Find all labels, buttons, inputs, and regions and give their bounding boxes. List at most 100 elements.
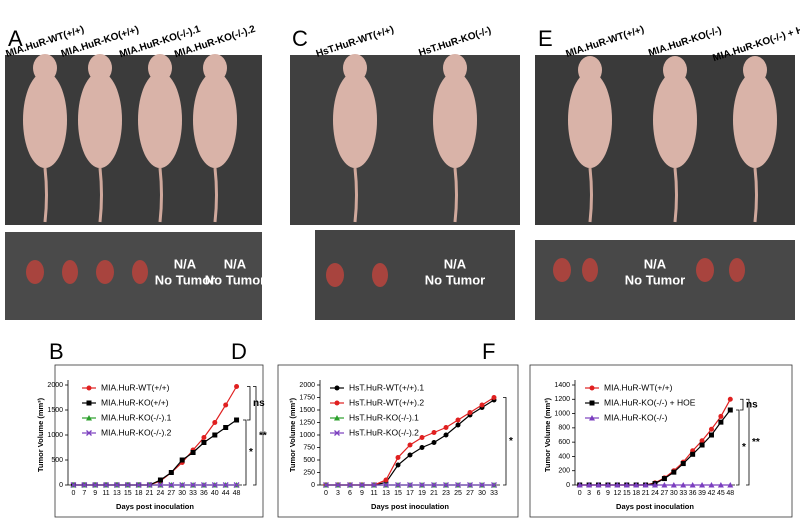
chart-frame [529,364,793,518]
legend-label: MIA.HuR-KO(-/-).1 [101,412,172,422]
marker [359,482,365,488]
mouse-tail [98,167,103,223]
y-axis-label: Tumor Volume (mm³) [36,397,45,472]
tumor [326,263,344,287]
marker [395,455,401,460]
significance: ns [253,398,265,409]
marker [146,482,153,488]
x-axis-label: Days post inoculation [116,502,194,511]
legend-label: HsT.HuR-KO(-/-).1 [349,412,419,422]
y-tick-label: 1500 [299,407,315,414]
marker [334,430,340,436]
mouse-body [733,72,777,168]
legend-label: HsT.HuR-WT(+/+).1 [349,382,424,392]
marker [699,438,705,444]
x-tick-label: 33 [490,490,498,497]
legend-label: HsT.HuR-KO(-/-).2 [349,427,419,437]
significance: ns [746,399,758,410]
y-tick-label: 200 [558,468,570,475]
marker [335,482,341,488]
marker [419,482,425,488]
marker [190,450,196,455]
x-tick-label: 21 [430,490,438,497]
tumor [729,258,745,282]
mouse-head [663,56,687,84]
x-tick-label: 9 [606,490,610,497]
marker [190,482,197,488]
x-tick-label: 3 [587,490,591,497]
x-tick-label: 24 [157,490,165,497]
x-tick-label: 0 [578,490,582,497]
panel-label: B [49,339,64,364]
note: N/A [644,256,667,271]
chart-frame [277,364,519,518]
marker [92,482,99,488]
marker [86,400,92,406]
y-tick-label: 0 [311,482,315,489]
marker [157,482,164,488]
marker [642,482,649,488]
x-tick-label: 9 [93,490,97,497]
marker [395,462,401,468]
x-tick-label: 13 [113,490,121,497]
x-tick-label: 15 [623,490,631,497]
mouse-head [578,56,602,84]
y-axis-label: Tumor Volume (mm³) [543,397,552,472]
marker [168,470,174,475]
x-tick-label: 18 [135,490,143,497]
mouse-tail [353,167,358,223]
marker [479,482,485,488]
tumor [553,258,571,282]
y-tick-label: 500 [51,457,63,464]
x-tick-label: 21 [642,490,650,497]
bracket [247,386,251,421]
note: N/A [224,256,247,271]
y-tick-label: 1000 [554,410,570,417]
y-tick-label: 2000 [47,382,63,389]
marker [652,482,658,488]
x-tick-label: 40 [211,490,219,497]
mouse-body [23,72,67,168]
x-tick-label: 30 [478,490,486,497]
mouse-head [148,54,172,82]
chart-frame [54,364,264,518]
bracket [253,386,257,486]
mouse-body [568,72,612,168]
marker [467,410,473,415]
marker [407,442,413,448]
marker [179,482,186,488]
y-tick-label: 1250 [299,419,315,426]
marker [86,415,92,421]
marker [491,482,497,488]
note: No Tumor [205,272,265,287]
marker [234,417,240,423]
x-tick-label: 25 [454,490,462,497]
mouse-head [33,54,57,82]
marker [222,482,229,488]
marker [699,442,705,448]
x-tick-label: 13 [382,490,390,497]
mouse-head [743,56,767,84]
panel-label: F [482,339,495,364]
marker [124,482,131,488]
marker [589,400,595,406]
marker [727,482,734,488]
marker [223,402,229,408]
panel-label: D [231,339,247,364]
legend-label: MIA.HuR-KO(-/-) + HOE [604,397,696,407]
tumor [132,260,148,284]
x-tick-label: 36 [200,490,208,497]
panel-label: C [292,26,308,51]
marker [661,476,667,482]
legend-label: MIA.HuR-WT(+/+) [604,382,673,392]
x-tick-label: 0 [324,490,328,497]
marker [347,482,353,488]
marker [157,477,163,483]
y-tick-label: 400 [558,453,570,460]
marker [455,417,461,423]
legend-label: MIA.HuR-KO(+/+) [101,397,169,407]
mouse-body [653,72,697,168]
x-tick-label: 27 [661,490,669,497]
y-axis-label: Tumor Volume (mm³) [288,397,297,472]
